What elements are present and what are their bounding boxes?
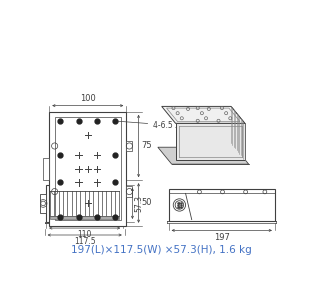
Text: 197(L)×117.5(W) ×57.3(H), 1.6 kg: 197(L)×117.5(W) ×57.3(H), 1.6 kg [71,245,251,255]
Bar [169,189,275,221]
Text: 197: 197 [214,233,230,242]
Polygon shape [162,106,245,123]
Text: 75: 75 [141,142,152,151]
Bar [46,185,123,222]
Bar [50,216,119,219]
Bar [50,191,119,216]
Polygon shape [176,123,245,160]
Text: 50: 50 [141,198,151,207]
Polygon shape [158,147,249,164]
Text: 117.5: 117.5 [74,237,95,246]
Bar [49,112,126,226]
Bar [126,141,133,151]
Text: 4-6.5 X 12.5: 4-6.5 X 12.5 [118,121,200,130]
Bar [55,117,121,220]
Bar [43,158,49,180]
Text: 110: 110 [78,230,92,239]
Bar [40,194,46,213]
Text: 100: 100 [80,94,96,103]
Text: 57.3: 57.3 [135,195,144,212]
Polygon shape [231,106,245,160]
Bar [126,186,133,197]
